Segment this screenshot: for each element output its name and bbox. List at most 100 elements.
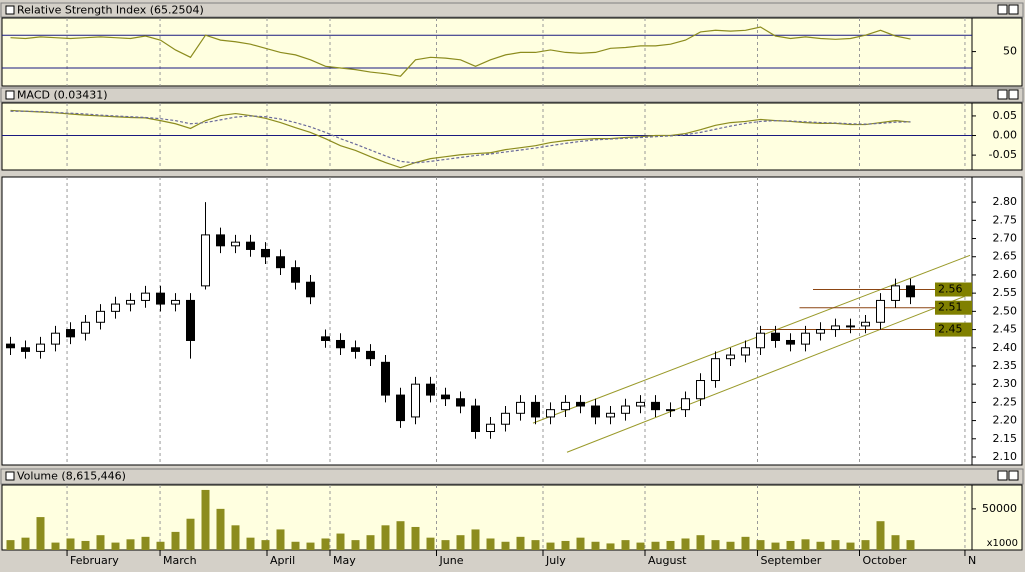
volume-bar	[651, 541, 660, 550]
y-tick-label: 2.30	[993, 377, 1018, 390]
volume-bar	[291, 541, 300, 550]
volume-bar	[846, 542, 855, 550]
x-tick-label: July	[545, 554, 566, 567]
candle-body	[726, 354, 735, 360]
candle-body	[21, 347, 30, 352]
candle-body	[786, 339, 795, 345]
candle-body	[336, 339, 345, 349]
maximize-button[interactable]	[1008, 89, 1019, 100]
x-tick-label: May	[333, 554, 356, 567]
candle-body	[801, 332, 810, 345]
y-tick-label: 2.45	[993, 323, 1018, 336]
candle-body	[6, 343, 15, 349]
candle-body	[261, 248, 270, 258]
volume-bar	[576, 537, 585, 550]
x-tick-label: March	[163, 554, 197, 567]
volume-bar	[696, 535, 705, 550]
candle-body	[171, 299, 180, 305]
pane-icon	[5, 5, 15, 15]
volume-bar	[81, 540, 90, 550]
candle-body	[351, 347, 360, 352]
y-tick-label: 2.80	[993, 195, 1018, 208]
x-tick-label: February	[70, 554, 119, 567]
maximize-button[interactable]	[1008, 470, 1019, 481]
y-tick-label: 2.65	[993, 250, 1018, 263]
volume-bar	[96, 535, 105, 550]
volume-bar	[711, 540, 720, 550]
candle-body	[126, 299, 135, 305]
volume-bar	[561, 540, 570, 550]
plot-area	[1, 17, 973, 87]
volume-bar	[381, 525, 390, 550]
volume-bar	[906, 540, 915, 550]
volume-bar	[471, 529, 480, 550]
price-level-label: 2.56	[938, 283, 963, 296]
price-level-label: 2.45	[938, 323, 963, 336]
candle-body	[846, 325, 855, 328]
volume-bar	[66, 538, 75, 550]
candle-body	[291, 267, 300, 283]
y-tick-label: 2.10	[993, 450, 1018, 463]
volume-bar	[501, 541, 510, 550]
candle-body	[756, 332, 765, 349]
y-tick-label: 2.50	[993, 304, 1018, 317]
volume-bar	[276, 529, 285, 550]
candle-body	[516, 401, 525, 414]
x-tick-label: N	[968, 554, 976, 567]
minimize-button[interactable]	[997, 470, 1008, 481]
volume-bar	[741, 536, 750, 550]
volume-bar	[171, 531, 180, 550]
candle-body	[81, 321, 90, 334]
candle-body	[681, 398, 690, 411]
volume-bar	[606, 543, 615, 550]
candle-body	[216, 234, 225, 247]
candle-body	[276, 256, 285, 269]
volume-bar	[546, 542, 555, 550]
candle-body	[306, 281, 315, 298]
candle-body	[576, 401, 585, 407]
volume-bar	[636, 542, 645, 550]
data-line	[10, 26, 911, 77]
y-tick-label: 2.35	[993, 359, 1018, 372]
pane-header	[0, 87, 1024, 103]
volume-bar	[831, 540, 840, 550]
x-tick-label: September	[761, 554, 822, 567]
volume-bar	[621, 540, 630, 550]
candle-body	[906, 285, 915, 298]
candle-body	[381, 361, 390, 396]
candle-body	[66, 329, 75, 338]
candle-body	[666, 409, 675, 412]
minimize-button[interactable]	[997, 89, 1008, 100]
volume-bar	[111, 542, 120, 550]
pane-header	[0, 468, 1024, 485]
candle-body	[96, 310, 105, 323]
y-tick-label: 50000	[982, 502, 1017, 515]
volume-bar	[21, 537, 30, 550]
y-tick-label: -0.05	[989, 148, 1017, 161]
candle-body	[651, 401, 660, 411]
volume-bar	[426, 537, 435, 550]
y-tick-label: 2.60	[993, 268, 1018, 281]
volume-bar	[531, 540, 540, 550]
candle-body	[816, 329, 825, 334]
candle-body	[591, 405, 600, 418]
y-tick-label: 2.55	[993, 286, 1018, 299]
volume-bar	[591, 541, 600, 550]
y-tick-label: 2.40	[993, 341, 1018, 354]
maximize-button[interactable]	[1008, 4, 1019, 15]
minimize-button[interactable]	[997, 4, 1008, 15]
y-tick-label: 2.25	[993, 395, 1018, 408]
volume-bar	[51, 542, 60, 550]
candle-body	[531, 401, 540, 418]
volume-bar	[441, 540, 450, 550]
y-tick-label: 0.05	[993, 109, 1018, 122]
price-level-tag	[935, 300, 972, 315]
volume-bar	[6, 540, 15, 550]
volume-bar	[801, 539, 810, 550]
volume-bar	[411, 526, 420, 550]
candle-body	[36, 343, 45, 352]
axis-area	[971, 17, 1023, 87]
candle-body	[696, 380, 705, 400]
y-tick-label: 2.70	[993, 232, 1018, 245]
y-tick-label: 50	[1003, 45, 1017, 58]
